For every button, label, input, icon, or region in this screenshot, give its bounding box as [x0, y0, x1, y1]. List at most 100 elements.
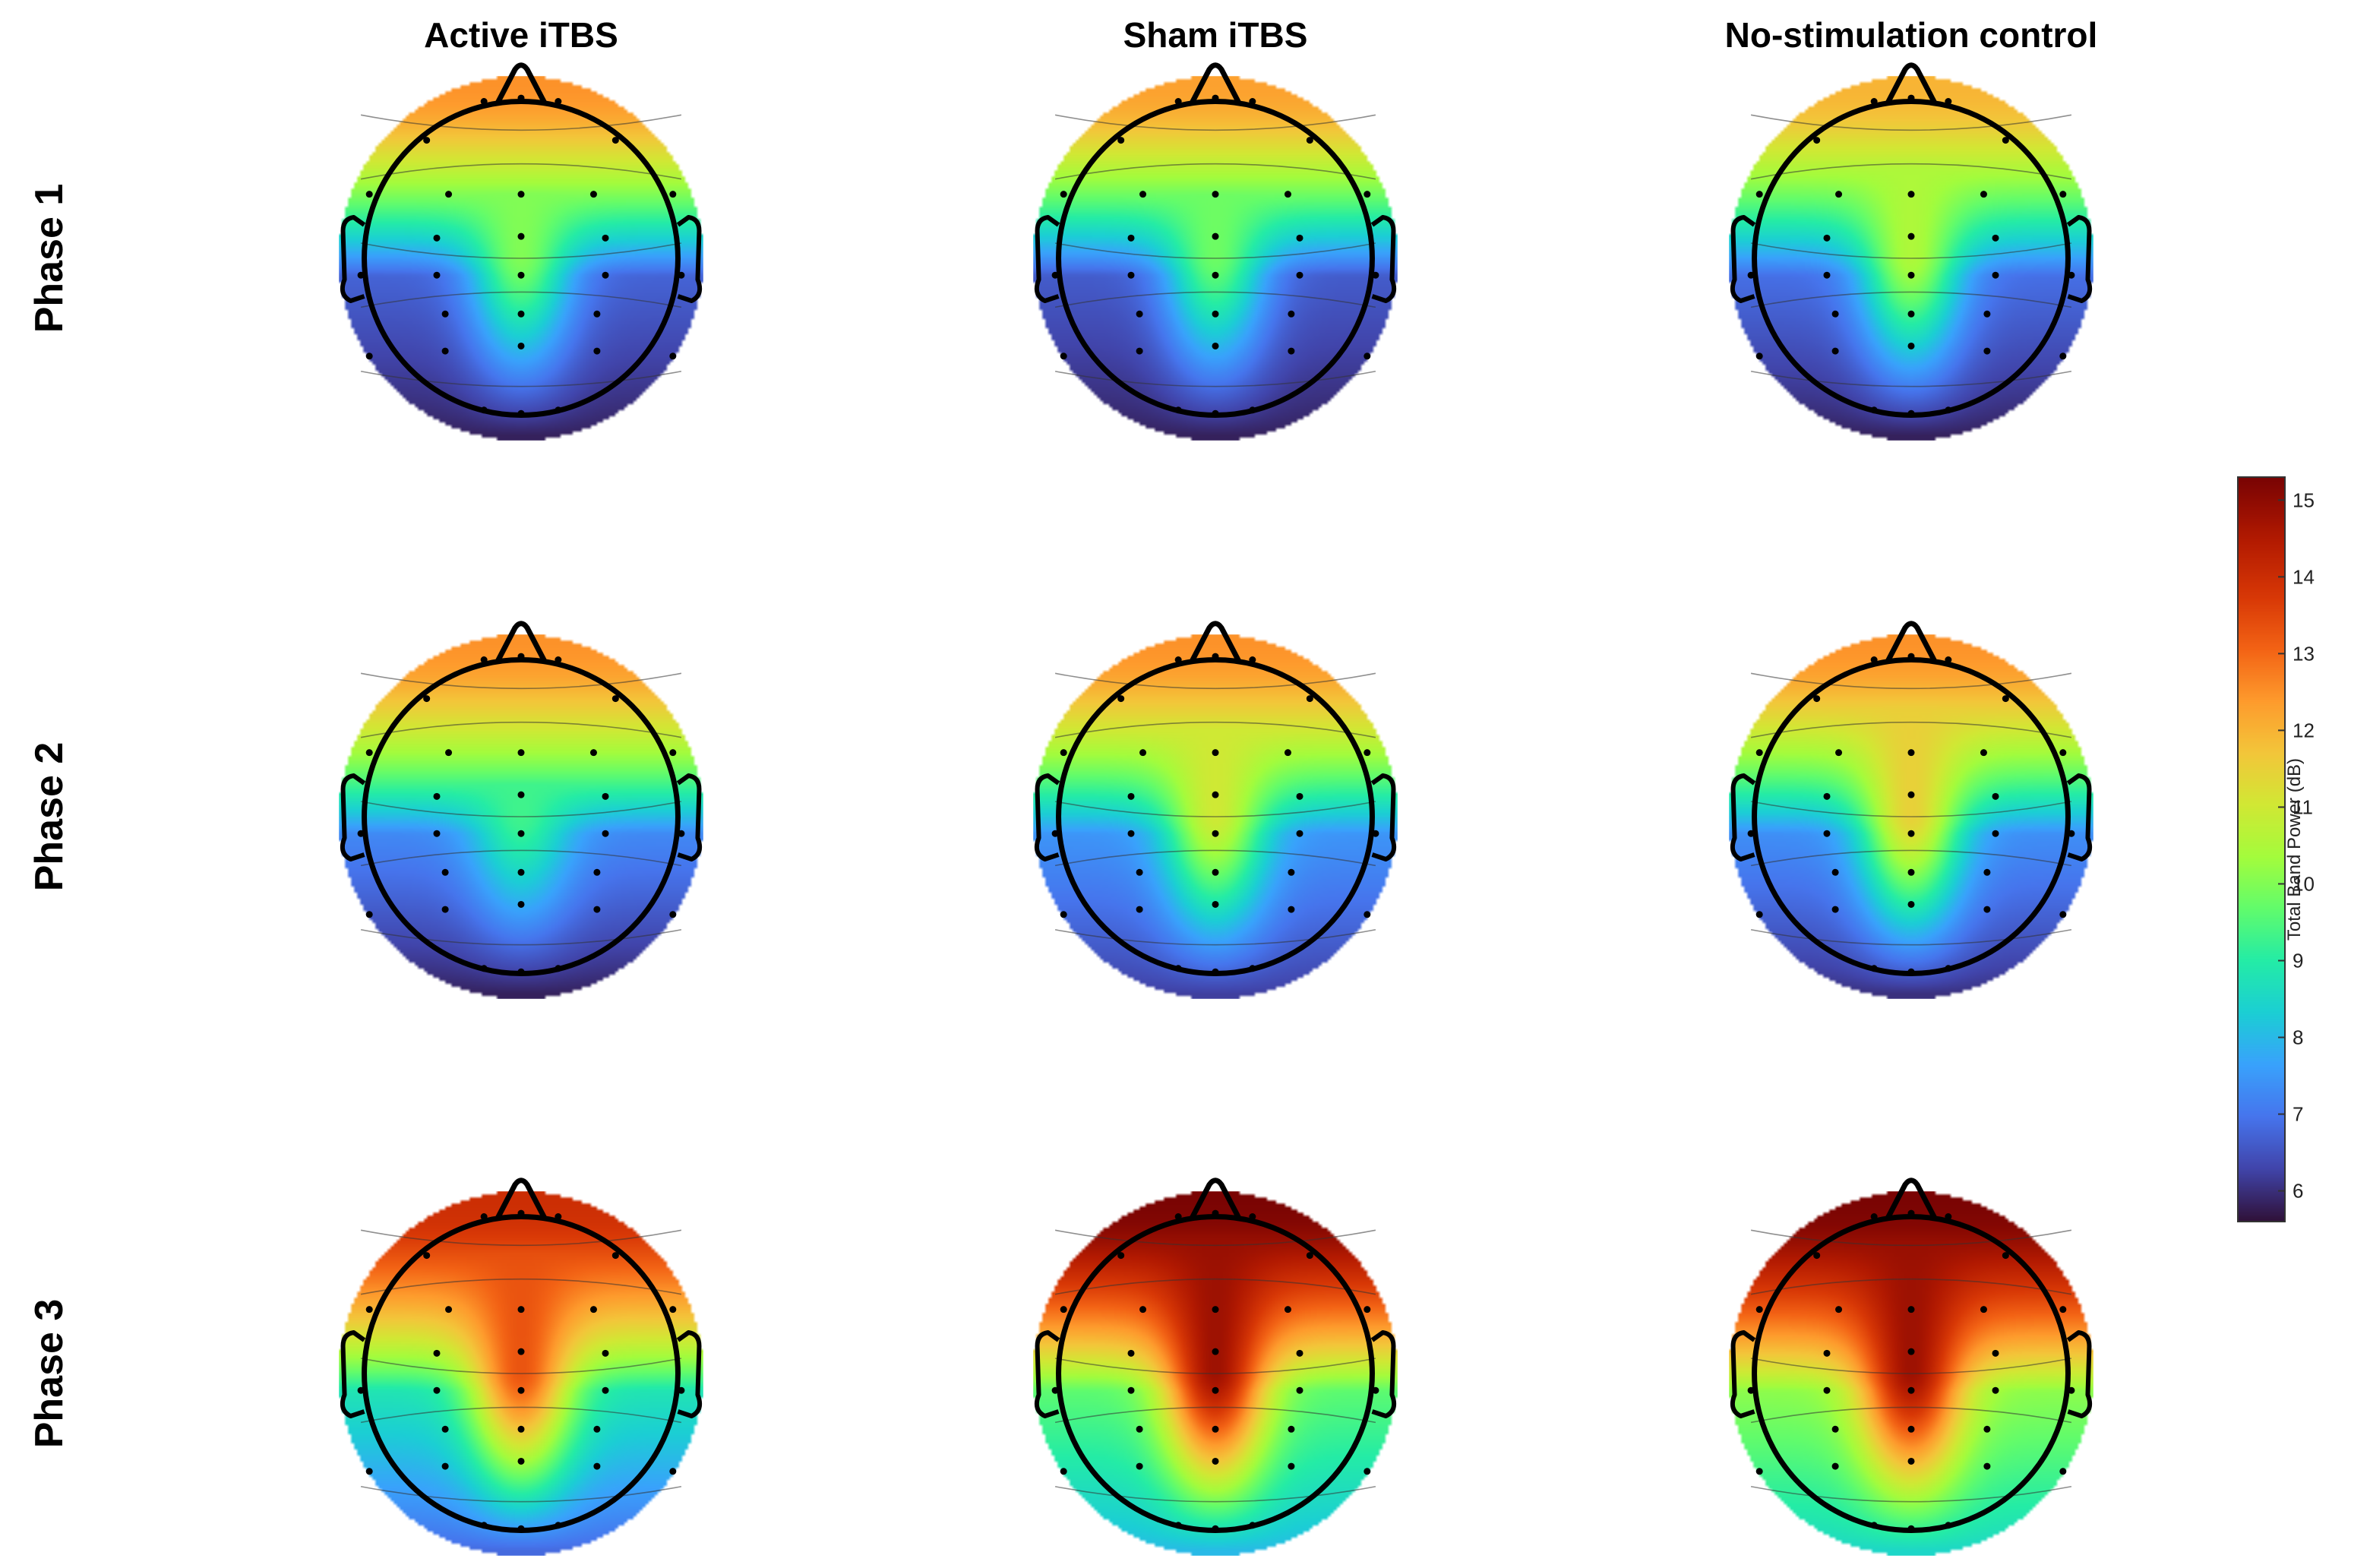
electrode-marker — [1980, 749, 1987, 757]
electrode-marker — [1212, 1306, 1219, 1314]
electrode-marker — [1945, 656, 1952, 664]
electrode-marker — [1212, 968, 1219, 975]
contour-line — [360, 242, 682, 259]
electrode-marker — [2002, 137, 2009, 144]
electrode-marker — [555, 965, 562, 972]
electrode-marker — [1831, 1462, 1839, 1470]
electrode-marker — [1051, 1386, 1059, 1394]
electrode-marker — [1060, 191, 1067, 198]
left-ear-outline — [1034, 773, 1060, 861]
contour-line — [360, 163, 682, 180]
electrode-marker — [1174, 98, 1182, 106]
electrode-marker — [1364, 1468, 1371, 1475]
nose-outline — [1188, 621, 1243, 665]
electrode-marker — [1831, 1425, 1839, 1433]
electrode-marker — [517, 1348, 525, 1355]
electrode-marker — [1288, 310, 1295, 318]
colorbar-frame — [2237, 476, 2286, 1222]
electrode-marker — [1296, 234, 1304, 242]
electrode-marker — [2059, 1306, 2067, 1314]
contour-line — [1054, 291, 1376, 308]
electrode-marker — [1212, 653, 1219, 660]
electrode-marker — [517, 1525, 525, 1532]
electrode-marker — [1992, 792, 1999, 800]
electrode-marker — [1174, 965, 1182, 972]
electrode-marker — [517, 1209, 525, 1217]
electrode-marker — [1907, 232, 1915, 240]
electrode-marker — [1127, 792, 1135, 800]
right-ear-outline — [2066, 215, 2093, 303]
electrode-marker — [1823, 830, 1831, 837]
electrode-marker — [1747, 830, 1755, 837]
electrode-marker — [1288, 1425, 1295, 1433]
contour-line — [1750, 1358, 2072, 1374]
electrode-marker — [1992, 1349, 1999, 1357]
electrode-marker — [1747, 1386, 1755, 1394]
electrode-marker — [517, 868, 525, 876]
left-ear-outline — [340, 215, 366, 303]
electrode-marker — [1117, 695, 1125, 703]
left-ear-outline — [1730, 215, 1756, 303]
electrode-marker — [1364, 749, 1371, 757]
contour-line — [1750, 928, 2072, 946]
electrode-marker — [2068, 1386, 2075, 1394]
electrode-marker — [1983, 906, 1991, 913]
electrode-marker — [1870, 98, 1878, 106]
contour-line — [1750, 1229, 2072, 1247]
electrode-marker — [1212, 830, 1219, 837]
electrode-marker — [1907, 653, 1915, 660]
contour-line — [360, 1406, 682, 1424]
right-ear-outline — [1370, 215, 1397, 303]
electrode-marker — [1372, 271, 1379, 279]
electrode-marker — [1907, 791, 1915, 798]
left-ear-outline — [1034, 1330, 1060, 1418]
contour-line — [1750, 114, 2072, 131]
electrode-marker — [1992, 234, 1999, 242]
contour-line — [360, 672, 682, 690]
electrode-marker — [1306, 695, 1313, 703]
electrode-marker — [1907, 271, 1915, 279]
colorbar-tick-label: 9 — [2293, 949, 2303, 972]
electrode-marker — [1823, 792, 1831, 800]
electrode-marker — [517, 232, 525, 240]
electrode-marker — [1372, 1386, 1379, 1394]
electrode-marker — [480, 1213, 488, 1221]
electrode-marker — [1127, 234, 1135, 242]
electrode-marker — [365, 749, 373, 757]
electrode-marker — [1296, 271, 1304, 279]
electrode-marker — [1284, 749, 1291, 757]
right-ear-outline — [2066, 1330, 2093, 1418]
electrode-marker — [517, 791, 525, 798]
electrode-marker — [441, 868, 449, 876]
electrode-marker — [357, 830, 365, 837]
electrode-marker — [1831, 347, 1839, 355]
electrode-marker — [1813, 695, 1821, 703]
electrode-marker — [1060, 749, 1067, 757]
electrode-marker — [1945, 1522, 1952, 1529]
electrode-marker — [1249, 98, 1256, 106]
contour-line — [360, 1358, 682, 1374]
contour-line — [360, 1278, 682, 1295]
electrode-marker — [1296, 1349, 1304, 1357]
electrode-marker — [1284, 1306, 1291, 1314]
electrode-marker — [1288, 868, 1295, 876]
electrode-marker — [1870, 406, 1878, 414]
electrode-marker — [2059, 1468, 2067, 1475]
electrode-marker — [365, 911, 373, 918]
electrode-marker — [365, 191, 373, 198]
electrode-marker — [1249, 1213, 1256, 1221]
electrode-marker — [1983, 310, 1991, 318]
electrode-marker — [1117, 137, 1125, 144]
electrode-marker — [1907, 1457, 1915, 1465]
electrode-marker — [555, 406, 562, 414]
electrode-marker — [669, 191, 677, 198]
electrode-marker — [1212, 1209, 1219, 1217]
row-label-phase-2: Phase 2 — [27, 742, 71, 892]
contour-line — [1054, 1358, 1376, 1374]
topoplot-panel — [1729, 62, 2094, 441]
electrode-marker — [1992, 1386, 1999, 1394]
electrode-marker — [1755, 191, 1763, 198]
electrode-marker — [1212, 1348, 1219, 1355]
right-ear-outline — [676, 773, 703, 861]
contour-line — [1750, 242, 2072, 259]
